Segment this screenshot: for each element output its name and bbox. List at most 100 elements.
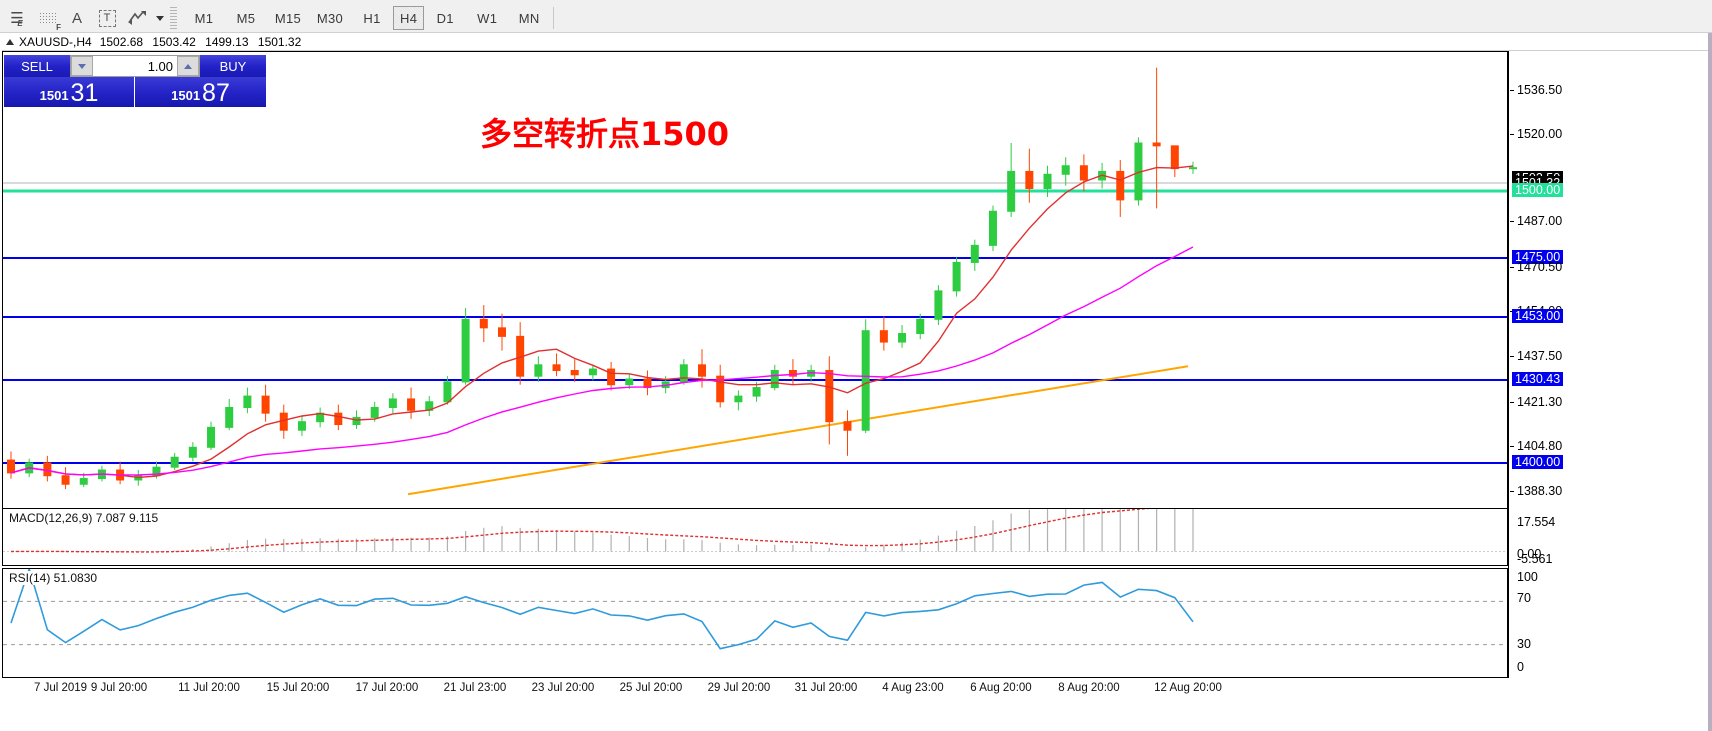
- candle-body: [225, 406, 234, 428]
- candle-body: [1116, 170, 1125, 201]
- ma-magenta-line: [10, 246, 1194, 476]
- ohlc-low: 1499.13: [205, 34, 249, 49]
- price-axis[interactable]: 1536.501520.001502.501501.321500.001487.…: [1508, 51, 1712, 678]
- candle-body: [243, 395, 252, 408]
- timeframe-m5-button[interactable]: M5: [236, 10, 256, 26]
- buy-button[interactable]: BUY: [200, 55, 266, 77]
- timeframe-m15-button[interactable]: M15: [274, 10, 302, 26]
- volume-increment-button[interactable]: [177, 56, 199, 76]
- ma-red-line: [10, 165, 1194, 479]
- price-axis-label: 100: [1517, 570, 1538, 584]
- toolbar-grip[interactable]: [170, 7, 177, 29]
- time-axis-label: 11 Jul 20:00: [178, 682, 240, 694]
- price-axis-label: 1400.00: [1512, 455, 1564, 469]
- candle-body: [898, 333, 907, 343]
- volume-decrement-button[interactable]: [71, 56, 93, 76]
- price-axis-label: 1453.00: [1512, 309, 1564, 323]
- candle-body: [479, 318, 488, 329]
- candle-body: [679, 364, 688, 383]
- time-axis-label: 17 Jul 20:00: [355, 682, 419, 694]
- sell-price-prefix: 1501: [39, 88, 69, 103]
- chart-annotation-text: 多空转折点1500: [480, 115, 730, 153]
- volume-stepper[interactable]: 1.00: [70, 55, 200, 77]
- timeframe-h4-button[interactable]: H4: [393, 6, 425, 30]
- time-axis-label: 31 Jul 20:00: [794, 682, 858, 694]
- chart-symbol-label: XAUUSD-,H4: [19, 34, 92, 49]
- candle-body: [952, 261, 961, 292]
- time-axis-label: 25 Jul 20:00: [619, 682, 683, 694]
- toolbar-separator: [553, 7, 555, 29]
- text-object-icon[interactable]: T: [92, 5, 122, 31]
- price-pane: [2, 51, 1508, 508]
- candle-body: [770, 370, 779, 389]
- candle-body: [207, 426, 216, 448]
- rsi-line: [10, 569, 1194, 650]
- price-axis-label: 17.554: [1517, 515, 1556, 529]
- price-axis-label: 1437.50: [1509, 349, 1563, 363]
- time-axis-label: 8 Aug 20:00: [1058, 682, 1120, 694]
- candle-body: [43, 462, 52, 477]
- timeframe-m30-button[interactable]: M30: [316, 10, 344, 26]
- candle-body: [297, 421, 306, 431]
- price-axis-label: 1388.30: [1509, 484, 1563, 498]
- price-axis-label: 1421.30: [1509, 395, 1563, 409]
- candle-body: [1025, 170, 1034, 189]
- time-axis-label: 29 Jul 20:00: [707, 682, 771, 694]
- candle-body: [570, 370, 579, 376]
- candle-body: [588, 368, 597, 376]
- candle-body: [1152, 142, 1161, 147]
- rsi-pane: RSI(14) 51.0830: [2, 568, 1508, 678]
- candle-body: [443, 381, 452, 403]
- price-axis-label: 1500.00: [1512, 183, 1564, 197]
- objects-icon[interactable]: [122, 5, 152, 31]
- macd-pane: MACD(12,26,9) 7.087 9.115: [2, 508, 1508, 566]
- indicators-icon[interactable]: F: [32, 5, 62, 32]
- candle-body: [61, 475, 70, 485]
- price-axis-label: 30: [1517, 637, 1531, 651]
- vertical-scrollbar[interactable]: [1708, 33, 1712, 731]
- time-axis[interactable]: 7 Jul 2019 9 Jul 20:00 11 Jul 20:00 15 Jul …: [2, 679, 1508, 703]
- ohlc-open: 1502.68: [99, 34, 144, 49]
- timeframe-m1-button[interactable]: M1: [194, 10, 214, 26]
- candle-body: [698, 364, 707, 377]
- one-click-trading-panel: SELL 1.00 BUY 1501 31 1501 87: [4, 55, 266, 107]
- macd-plot: [3, 509, 1507, 553]
- buy-price-quote[interactable]: 1501 87: [135, 77, 266, 107]
- chevron-down-icon[interactable]: [152, 5, 166, 31]
- time-axis-label: 4 Aug 23:00: [882, 682, 944, 694]
- price-axis-label: 1520.00: [1509, 127, 1563, 141]
- timeframe-h1-button[interactable]: H1: [363, 10, 381, 26]
- expert-advisors-icon[interactable]: ☰ E: [10, 10, 24, 28]
- candle-body: [1189, 167, 1197, 170]
- time-axis-label: 12 Aug 20:00: [1154, 682, 1222, 694]
- candle-body: [407, 398, 416, 411]
- time-axis-label: 7 Jul 2019: [34, 682, 88, 694]
- text-label-icon[interactable]: A: [71, 9, 82, 27]
- candle-body: [970, 244, 979, 263]
- time-axis-label: 9 Jul 20:00: [90, 682, 148, 694]
- candle-body: [861, 330, 870, 431]
- timeframe-d1-button[interactable]: D1: [436, 10, 454, 26]
- candle-body: [934, 290, 943, 320]
- price-axis-label: 1430.43: [1512, 372, 1564, 386]
- ohlc-values: 1502.68 1503.42 1499.13 1501.32: [100, 35, 308, 49]
- candle-body: [261, 395, 270, 414]
- candle-body: [825, 370, 834, 423]
- chart-window: XAUUSD-,H4 1502.68 1503.42 1499.13 1501.…: [0, 33, 1712, 731]
- candle-body: [1079, 165, 1088, 181]
- price-axis-label: 1475.00: [1512, 250, 1564, 264]
- candle-body: [843, 421, 852, 431]
- price-axis-label: 0.00: [1517, 547, 1542, 561]
- buy-price-prefix: 1501: [171, 88, 201, 103]
- collapse-triangle-icon[interactable]: [6, 38, 14, 45]
- symbol-info-bar: XAUUSD-,H4 1502.68 1503.42 1499.13 1501.…: [2, 33, 1712, 51]
- sell-price-quote[interactable]: 1501 31: [4, 77, 135, 107]
- candle-body: [607, 368, 616, 386]
- sell-button[interactable]: SELL: [4, 55, 70, 77]
- timeframe-w1-button[interactable]: W1: [477, 10, 498, 26]
- macd-label: MACD(12,26,9) 7.087 9.115: [7, 511, 161, 525]
- volume-value[interactable]: 1.00: [147, 58, 173, 74]
- timeframe-mn-button[interactable]: MN: [518, 10, 540, 26]
- candle-body: [388, 398, 397, 408]
